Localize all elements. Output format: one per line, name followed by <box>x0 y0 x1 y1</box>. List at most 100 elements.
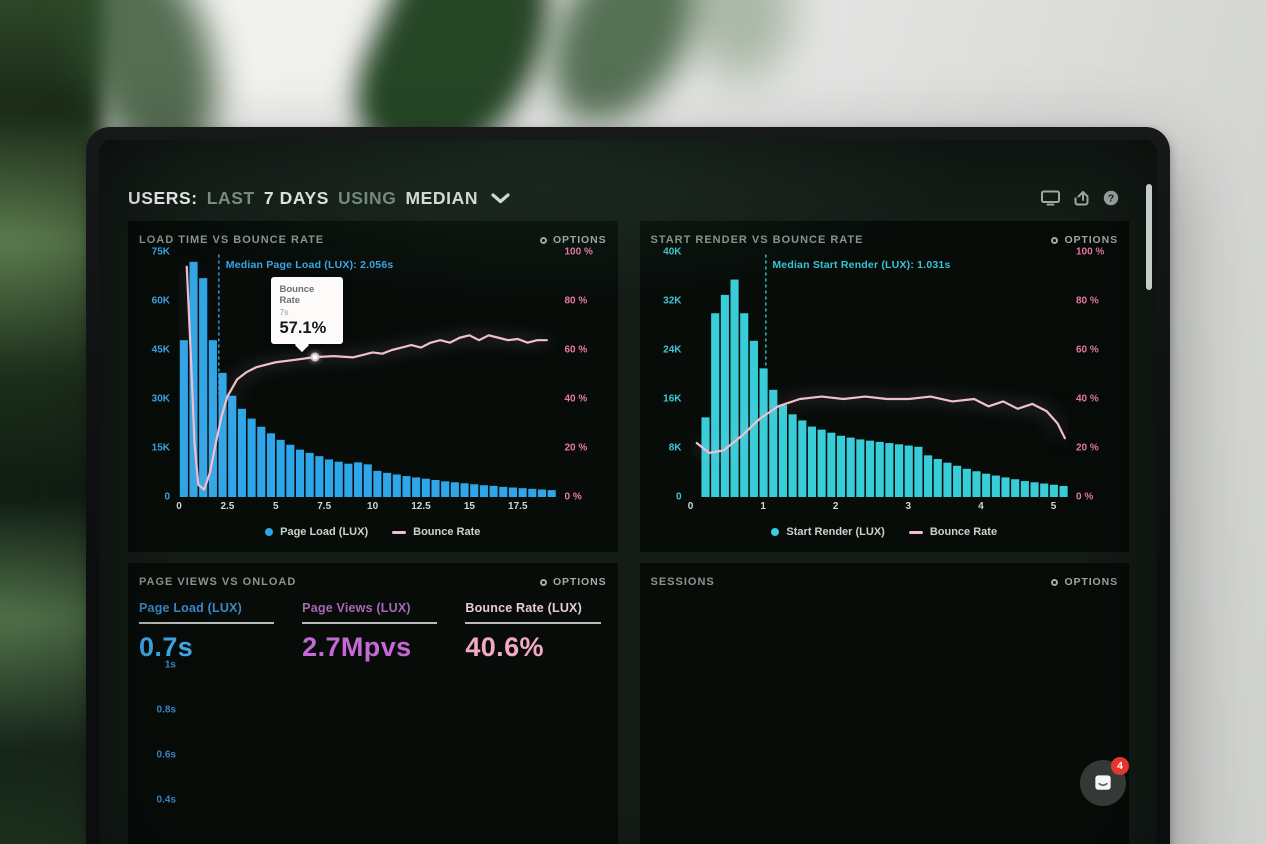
tooltip-value: 57.1% <box>279 319 327 338</box>
svg-text:?: ? <box>1108 193 1114 205</box>
legend-item: Start Render (LUX) <box>771 526 885 538</box>
scrollbar[interactable] <box>1146 184 1152 290</box>
axis-tick: 30K <box>151 393 170 405</box>
title-part: 7 DAYS <box>263 187 330 208</box>
plot-area[interactable] <box>185 665 515 844</box>
notification-badge: 4 <box>1111 757 1129 775</box>
plot-area[interactable]: Median Page Load (LUX): 2.056s Bounce Rat… <box>179 252 557 497</box>
y-axis-left: 75K 60K 45K 30K 15K 0 <box>139 247 179 503</box>
axis-tick: 24K <box>663 344 682 356</box>
gear-icon <box>1051 236 1059 244</box>
monitor-icon[interactable] <box>1041 190 1060 206</box>
metric: Page Views (LUX) 2.7Mpvs <box>302 601 465 663</box>
y-axis-left: 1s 0.8s 0.6s 0.4s <box>139 660 185 844</box>
title-part: USING <box>338 187 397 208</box>
axis-tick: 0 % <box>1076 491 1094 503</box>
axis-tick: 100 % <box>1076 246 1105 258</box>
x-axis-tick: 0 <box>176 501 182 512</box>
metric: Page Load (LUX) 0.7s <box>139 601 302 663</box>
axis-tick: 40 % <box>564 393 588 405</box>
options-button[interactable]: OPTIONS <box>539 576 607 588</box>
metric: Bounce Rate (LUX) 40.6% <box>465 601 606 663</box>
title-part: USERS: <box>128 187 198 208</box>
chart-page-views-vs-onload[interactable]: 1s 0.8s 0.6s 0.4s <box>139 660 607 844</box>
legend-swatch <box>265 528 274 536</box>
axis-tick: 40K <box>663 246 682 258</box>
gear-icon <box>1051 578 1059 586</box>
options-button[interactable]: OPTIONS <box>1051 576 1118 588</box>
options-button[interactable]: OPTIONS <box>1051 234 1118 246</box>
options-button[interactable]: OPTIONS <box>539 234 607 246</box>
panel-load-time-vs-bounce-rate: LOAD TIME VS BOUNCE RATE OPTIONS 75K 60K 4… <box>128 221 618 552</box>
chart-start-render-vs-bounce[interactable]: 40K 32K 24K 16K 8K 0 Median Start Render (LUX)… <box>651 247 1119 547</box>
median-annotation: Median Start Render (LUX): 1.031s <box>772 259 951 272</box>
legend-swatch <box>771 528 780 536</box>
plant-leaf <box>688 0 793 80</box>
panel-sessions: SESSIONS OPTIONS <box>639 563 1129 844</box>
tooltip-marker <box>310 352 319 362</box>
y-axis-right: 100 % 80 % 60 % 40 % 20 % 0 % <box>557 247 607 503</box>
axis-tick: 0.8s <box>156 704 176 716</box>
chat-bubble-icon <box>1095 774 1111 790</box>
x-axis: 0 2.5 5 7.5 10 12.5 15 17.5 <box>176 497 557 517</box>
panel-grid: LOAD TIME VS BOUNCE RATE OPTIONS 75K 60K 4… <box>128 221 1129 844</box>
title-part: MEDIAN <box>405 187 479 208</box>
x-axis-tick: 5 <box>1050 501 1057 512</box>
plot-area[interactable]: Median Start Render (LUX): 1.031s <box>691 252 1069 497</box>
panel-title: START RENDER VS BOUNCE RATE <box>650 234 864 246</box>
x-axis-tick: 7.5 <box>317 501 332 512</box>
axis-tick: 80 % <box>564 295 588 307</box>
panel-header: START RENDER VS BOUNCE RATE OPTIONS <box>651 228 1119 252</box>
axis-tick: 100 % <box>564 246 593 258</box>
x-axis: 0 1 2 3 4 5 <box>688 497 1069 517</box>
chart-sessions[interactable] <box>651 603 1119 793</box>
tooltip-x-value: 7s <box>279 307 289 318</box>
axis-tick: 16K <box>663 393 682 405</box>
x-axis-tick: 2 <box>832 501 839 512</box>
legend-item: Bounce Rate <box>392 526 480 538</box>
x-axis-tick: 1 <box>760 501 766 512</box>
axis-tick: 0 <box>675 491 682 503</box>
axis-tick: 8K <box>668 442 682 454</box>
share-icon[interactable] <box>1073 190 1090 206</box>
axis-tick: 60 % <box>564 344 588 356</box>
legend-item: Page Load (LUX) <box>265 526 368 538</box>
legend: Start Render (LUX) Bounce Rate <box>651 517 1119 547</box>
gear-icon <box>539 236 547 244</box>
title-part: LAST <box>206 187 255 208</box>
chart-load-time-vs-bounce[interactable]: 75K 60K 45K 30K 15K 0 Median Page Load (LUX): … <box>139 247 607 547</box>
axis-tick: 15K <box>151 442 170 454</box>
users-range-dropdown[interactable]: USERS: LAST 7 DAYS USING MEDIAN <box>128 188 510 209</box>
gear-icon <box>539 578 547 586</box>
axis-tick: 60K <box>151 295 170 307</box>
metric-label: Page Views (LUX) <box>302 601 438 624</box>
axis-tick: 32K <box>663 295 682 307</box>
panel-start-render-vs-bounce-rate: START RENDER VS BOUNCE RATE OPTIONS 40K 3… <box>639 221 1129 552</box>
metric-label: Bounce Rate (LUX) <box>465 601 601 624</box>
axis-tick: 75K <box>151 246 170 258</box>
tooltip-series-label: Bounce Rate <box>279 284 315 307</box>
legend-swatch <box>908 530 923 534</box>
panel-title: PAGE VIEWS VS ONLOAD <box>139 576 297 588</box>
axis-tick: 0 % <box>564 491 582 503</box>
help-icon[interactable]: ? <box>1103 190 1119 206</box>
y-axis-left: 40K 32K 24K 16K 8K 0 <box>651 247 691 503</box>
x-axis-tick: 3 <box>905 501 912 512</box>
metric-value: 2.7Mpvs <box>302 632 412 662</box>
x-axis-tick: 2.5 <box>220 501 235 512</box>
laptop-bezel: USERS: LAST 7 DAYS USING MEDIAN ? <box>86 127 1170 844</box>
axis-tick: 0.4s <box>156 794 176 806</box>
chat-button[interactable]: 4 <box>1080 757 1129 806</box>
x-axis-tick: 5 <box>273 501 279 512</box>
axis-tick: 20 % <box>1076 442 1099 454</box>
axis-tick: 0.6s <box>156 749 176 761</box>
panel-header: PAGE VIEWS VS ONLOAD OPTIONS <box>139 570 607 594</box>
x-axis-tick: 4 <box>978 501 984 512</box>
panel-header: LOAD TIME VS BOUNCE RATE OPTIONS <box>139 228 607 252</box>
x-axis-tick: 12.5 <box>411 501 431 512</box>
metric-row: Page Load (LUX) 0.7s Page Views (LUX) 2.7Mp… <box>139 601 607 663</box>
legend-swatch <box>392 530 407 534</box>
x-axis-tick: 15 <box>463 501 475 512</box>
axis-tick: 45K <box>151 344 170 356</box>
